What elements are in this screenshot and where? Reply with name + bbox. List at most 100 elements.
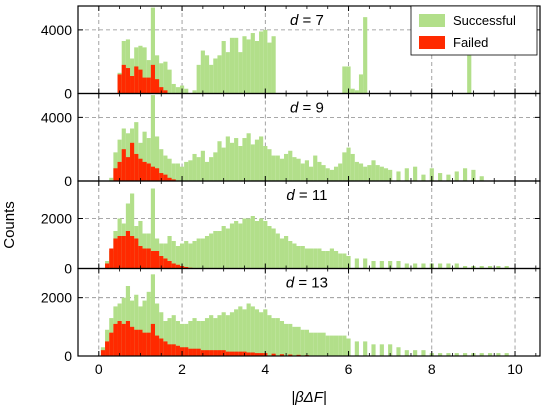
- bar-successful: [309, 166, 314, 181]
- bar-successful: [367, 165, 372, 181]
- bar-successful: [225, 228, 230, 269]
- bar-successful: [300, 163, 305, 181]
- bar-successful: [167, 236, 172, 269]
- bar-successful: [175, 321, 180, 356]
- bar-successful: [317, 248, 322, 269]
- legend-swatch-successful: [419, 14, 445, 27]
- bar-successful: [142, 47, 147, 94]
- bar-successful: [504, 266, 509, 269]
- bar-successful: [329, 169, 334, 181]
- bar-successful: [309, 248, 314, 269]
- bar-successful: [254, 139, 260, 181]
- bar-failed: [155, 335, 160, 356]
- bar-failed: [146, 77, 151, 94]
- bar-successful: [438, 263, 443, 269]
- bar-failed: [159, 338, 164, 356]
- bar-successful: [155, 55, 160, 94]
- bar-successful: [338, 335, 343, 356]
- bar-successful: [342, 66, 347, 94]
- bar-failed: [109, 248, 114, 269]
- bar-failed: [150, 166, 155, 181]
- bar-successful: [167, 69, 172, 94]
- bar-successful: [246, 218, 251, 269]
- bar-successful: [155, 303, 160, 356]
- bar-successful: [242, 36, 247, 94]
- bar-successful: [288, 150, 293, 181]
- bar-successful: [125, 133, 131, 181]
- panel-label-value: = 9: [298, 100, 323, 117]
- bar-successful: [163, 61, 168, 94]
- bar-successful: [338, 163, 343, 181]
- bar-successful: [130, 193, 135, 269]
- bar-successful: [150, 188, 155, 269]
- bar-successful: [271, 318, 276, 356]
- bar-successful: [496, 353, 501, 356]
- bar-successful: [379, 344, 384, 356]
- bar-successful: [413, 166, 418, 181]
- bar-successful: [142, 131, 147, 181]
- bar-successful: [487, 266, 493, 269]
- bar-successful: [329, 335, 334, 356]
- panel-3: 0 2000 d = 13: [41, 267, 541, 364]
- bar-successful: [209, 315, 214, 356]
- bar-successful: [396, 171, 401, 181]
- legend: Successful Failed: [410, 5, 538, 56]
- y-tick-label: 0: [64, 86, 72, 102]
- bar-successful: [421, 350, 426, 356]
- bar-successful: [242, 309, 247, 356]
- bar-successful: [379, 166, 384, 181]
- bar-successful: [217, 141, 222, 181]
- bar-successful: [171, 315, 176, 356]
- bar-successful: [371, 261, 376, 269]
- bar-successful: [304, 248, 309, 269]
- bar-successful: [300, 246, 305, 269]
- x-tick-label: 8: [428, 361, 436, 377]
- bar-successful: [209, 157, 214, 181]
- bar-successful: [463, 168, 468, 181]
- x-tick-label: 10: [507, 361, 523, 377]
- bar-successful: [204, 161, 210, 181]
- bar-successful: [413, 263, 418, 269]
- bar-successful: [304, 329, 309, 356]
- bar-failed: [105, 263, 110, 269]
- bar-failed: [130, 76, 135, 94]
- bar-successful: [229, 37, 235, 94]
- bar-successful: [229, 223, 235, 269]
- bar-successful: [259, 136, 264, 181]
- bar-failed: [167, 344, 172, 356]
- bar-failed: [234, 351, 239, 356]
- bar-successful: [179, 323, 185, 356]
- bar-successful: [217, 315, 222, 356]
- bar-successful: [413, 350, 418, 356]
- bar-failed: [175, 345, 180, 356]
- bar-successful: [200, 150, 205, 181]
- bar-failed: [196, 348, 201, 356]
- bar-successful: [363, 341, 368, 356]
- bar-successful: [371, 160, 376, 181]
- bar-failed: [125, 157, 131, 181]
- bar-successful: [388, 169, 393, 181]
- bar-successful: [117, 139, 122, 181]
- y-tick-label: 0: [64, 348, 72, 364]
- bar-successful: [358, 74, 364, 94]
- bar-successful: [250, 216, 255, 269]
- bar-successful: [279, 158, 285, 181]
- panel-frame: [77, 267, 541, 357]
- bar-successful: [342, 253, 347, 269]
- bar-successful: [146, 60, 151, 94]
- bar-failed: [117, 74, 122, 94]
- bar-successful: [354, 90, 359, 94]
- bar-successful: [192, 153, 197, 181]
- bar-successful: [350, 153, 355, 181]
- bar-successful: [288, 241, 293, 269]
- bar-failed: [163, 174, 168, 181]
- bar-successful: [296, 158, 301, 181]
- bar-successful: [333, 251, 339, 269]
- bar-failed: [155, 79, 160, 94]
- bar-successful: [346, 256, 351, 269]
- y-tick-label: 0: [64, 173, 72, 189]
- bar-successful: [150, 95, 155, 181]
- bar-successful: [321, 165, 326, 181]
- bar-failed: [150, 64, 155, 94]
